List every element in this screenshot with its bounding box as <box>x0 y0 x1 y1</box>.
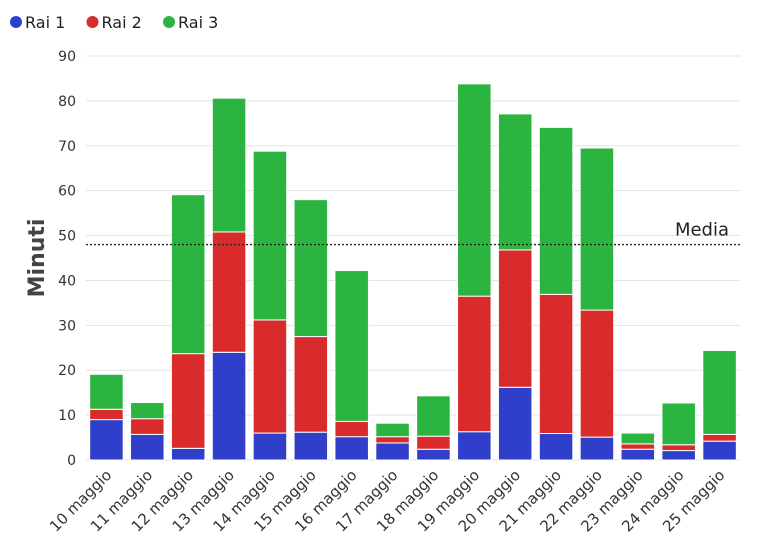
bar-segment-rai-3 <box>211 97 247 233</box>
bar-segment-rai-1 <box>661 450 696 461</box>
legend-swatch <box>86 16 99 28</box>
bar-segment-rai-2 <box>661 444 696 452</box>
bar-segment-rai-2 <box>497 249 533 388</box>
y-axis-title: Minuti <box>25 219 50 298</box>
bar-segment-rai-2 <box>252 319 288 434</box>
bar-segment-rai-3 <box>661 402 696 446</box>
legend-swatch <box>163 16 175 28</box>
y-tick-label: 0 <box>67 453 76 469</box>
bar-segment-rai-2 <box>620 443 656 450</box>
bar-segment-rai-3 <box>375 422 410 438</box>
legend-label: Rai 3 <box>178 13 218 32</box>
bar-segment-rai-2 <box>375 436 410 444</box>
average-reference-label: Media <box>675 220 729 241</box>
bar-segment-rai-1 <box>170 447 206 461</box>
y-tick-label: 90 <box>58 49 76 65</box>
y-tick-label: 60 <box>58 184 76 200</box>
bar-segment-rai-1 <box>702 440 737 461</box>
bar-segment-rai-1 <box>89 419 124 461</box>
bar-segment-rai-2 <box>211 231 247 353</box>
bar-segment-rai-2 <box>130 418 165 435</box>
bar-segment-rai-1 <box>579 436 615 461</box>
bar-segment-rai-3 <box>416 395 451 437</box>
legend-label: Rai 1 <box>25 13 65 32</box>
bar-segment-rai-2 <box>457 295 492 433</box>
bar-segment-rai-3 <box>497 113 533 251</box>
bar-segment-rai-3 <box>579 147 615 311</box>
y-tick-label: 20 <box>58 363 76 379</box>
bar-segment-rai-1 <box>416 448 451 461</box>
bar-segment-rai-1 <box>375 442 410 461</box>
bar-segment-rai-2 <box>702 433 737 442</box>
bar-segment-rai-3 <box>538 126 574 295</box>
legend-label: Rai 2 <box>102 13 142 32</box>
bar-segment-rai-1 <box>538 433 574 461</box>
bar-segment-rai-3 <box>293 199 329 338</box>
bar-segment-rai-1 <box>620 448 656 461</box>
legend-swatch <box>10 16 22 28</box>
bar-segment-rai-2 <box>89 408 124 421</box>
bars <box>89 83 737 461</box>
y-tick-label: 50 <box>58 229 76 245</box>
bar-segment-rai-3 <box>130 402 165 420</box>
bar-segment-rai-1 <box>497 386 533 461</box>
y-axis-ticks: 0 10 20 30 40 50 60 70 80 90 <box>58 49 76 469</box>
bar-segment-rai-2 <box>579 309 615 438</box>
bar-segment-rai-3 <box>620 432 656 445</box>
bar-segment-rai-1 <box>293 431 329 461</box>
bar-segment-rai-3 <box>457 83 492 297</box>
bar-segment-rai-2 <box>170 353 206 449</box>
bar-segment-rai-2 <box>538 293 574 435</box>
bar-segment-rai-2 <box>293 336 329 433</box>
bar-segment-rai-1 <box>457 431 492 461</box>
legend: Rai 1 Rai 2 Rai 3 <box>10 13 218 32</box>
bar-segment-rai-3 <box>89 373 124 410</box>
y-tick-label: 70 <box>58 139 76 155</box>
bar-segment-rai-1 <box>252 432 288 461</box>
bar-segment-rai-1 <box>130 433 165 461</box>
y-tick-label: 80 <box>58 94 76 110</box>
y-tick-label: 40 <box>58 273 76 289</box>
bar-segment-rai-2 <box>334 420 369 438</box>
bar-segment-rai-3 <box>334 270 369 422</box>
bar-segment-rai-3 <box>170 194 206 355</box>
y-tick-label: 30 <box>58 318 76 334</box>
bar-segment-rai-3 <box>252 150 288 321</box>
bar-segment-rai-1 <box>211 351 247 461</box>
bar-segment-rai-2 <box>416 435 451 450</box>
bar-segment-rai-3 <box>702 349 737 435</box>
y-tick-label: 10 <box>58 408 76 424</box>
bar-segment-rai-1 <box>334 436 369 461</box>
